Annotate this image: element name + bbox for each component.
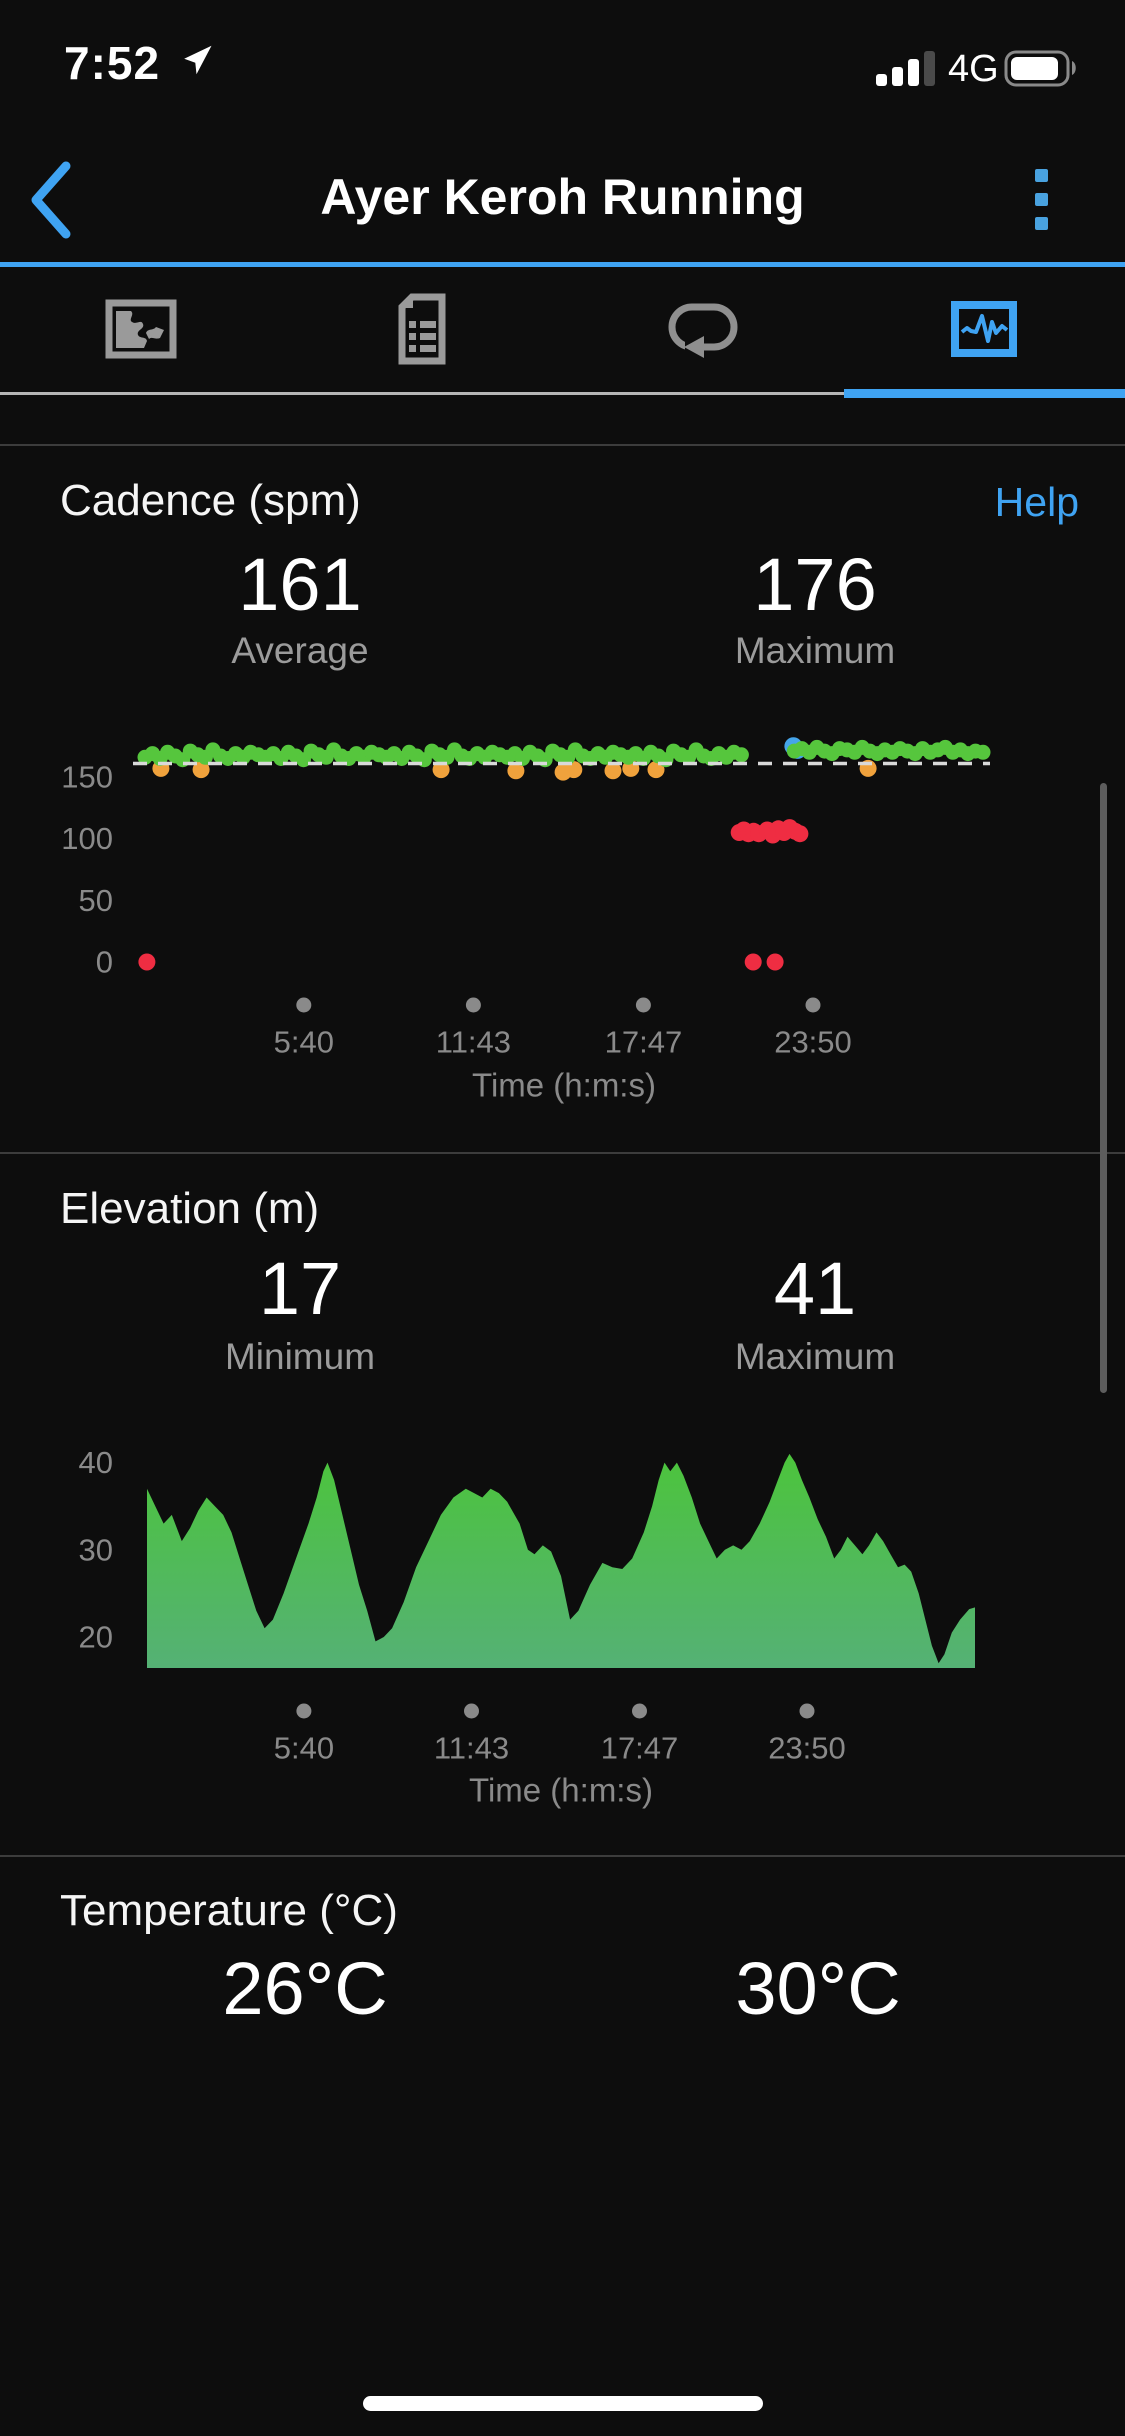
status-time: 7:52 bbox=[64, 37, 161, 89]
svg-text:23:50: 23:50 bbox=[768, 1731, 846, 1766]
svg-text:150: 150 bbox=[61, 760, 113, 795]
signal-icon bbox=[876, 51, 935, 86]
tab-map[interactable] bbox=[0, 267, 281, 391]
overflow-menu-button[interactable] bbox=[1020, 158, 1070, 242]
svg-text:5:40: 5:40 bbox=[274, 1731, 334, 1766]
elevation-chart[interactable]: 40 30 20 5:40 11:43 17:47 23:50 Time (h:m:s) bbox=[0, 1420, 1125, 1820]
cadence-section-title: Cadence (spm) bbox=[60, 476, 361, 525]
menu-dot-icon bbox=[1035, 217, 1048, 230]
menu-dot-icon bbox=[1035, 169, 1048, 182]
stat-value: 26°C bbox=[222, 1947, 388, 2030]
document-icon bbox=[398, 293, 446, 365]
selected-tab-indicator bbox=[844, 389, 1125, 398]
svg-text:30: 30 bbox=[79, 1532, 113, 1567]
tab-laps[interactable] bbox=[563, 267, 844, 391]
tabbar-top-accent-line bbox=[0, 262, 1125, 267]
elevation-maximum-stat: 41 bbox=[600, 1252, 1030, 1326]
stat-value: 41 bbox=[773, 1247, 857, 1330]
location-arrow-icon bbox=[184, 45, 212, 75]
elevation-section-title: Elevation (m) bbox=[60, 1184, 320, 1233]
svg-text:20: 20 bbox=[79, 1620, 113, 1655]
svg-text:Time (h:m:s): Time (h:m:s) bbox=[472, 1067, 656, 1104]
tab-charts[interactable] bbox=[844, 267, 1125, 391]
stat-value: 176 bbox=[753, 543, 877, 626]
scroll-indicator bbox=[1100, 783, 1107, 1393]
battery-icon bbox=[1004, 50, 1076, 87]
tabbar-divider bbox=[0, 392, 1125, 395]
page-title: Ayer Keroh Running bbox=[320, 169, 805, 225]
loop-icon bbox=[668, 303, 738, 358]
svg-text:50: 50 bbox=[79, 883, 113, 918]
stat-label: Average bbox=[231, 630, 369, 671]
svg-text:17:47: 17:47 bbox=[601, 1731, 679, 1766]
stat-value: 161 bbox=[238, 543, 362, 626]
svg-text:Time (h:m:s): Time (h:m:s) bbox=[469, 1772, 653, 1809]
help-link[interactable]: Help bbox=[994, 479, 1079, 525]
stat-label: Maximum bbox=[734, 630, 896, 671]
stat-value: 30°C bbox=[735, 1947, 901, 2030]
stat-label: Maximum bbox=[734, 1336, 896, 1377]
cadence-average-stat: 161 bbox=[85, 548, 515, 622]
temperature-max-stat: 30°C bbox=[603, 1952, 1033, 2026]
tab-details[interactable] bbox=[281, 267, 562, 391]
back-button[interactable] bbox=[24, 158, 84, 242]
elevation-minimum-stat: 17 bbox=[85, 1252, 515, 1326]
stat-value: 17 bbox=[258, 1247, 342, 1330]
section-divider bbox=[0, 444, 1125, 446]
menu-dot-icon bbox=[1035, 193, 1048, 206]
tab-bar bbox=[0, 267, 1125, 391]
section-divider bbox=[0, 1855, 1125, 1857]
section-divider bbox=[0, 1152, 1125, 1154]
cadence-maximum-stat: 176 bbox=[600, 548, 1030, 622]
home-indicator[interactable] bbox=[363, 2396, 763, 2411]
svg-text:17:47: 17:47 bbox=[605, 1025, 683, 1060]
temperature-section-title: Temperature (°C) bbox=[60, 1886, 398, 1935]
cadence-chart[interactable]: 150 100 50 0 5:40 11:43 17:47 23:50 Time (h:m:s) bbox=[0, 700, 1125, 1120]
svg-text:11:43: 11:43 bbox=[434, 1731, 509, 1766]
svg-text:11:43: 11:43 bbox=[436, 1025, 511, 1060]
svg-text:0: 0 bbox=[96, 945, 113, 980]
stat-label: Minimum bbox=[224, 1336, 376, 1377]
chart-icon bbox=[951, 301, 1018, 357]
svg-text:40: 40 bbox=[79, 1445, 113, 1480]
map-icon bbox=[105, 299, 177, 359]
temperature-min-stat: 26°C bbox=[90, 1952, 520, 2026]
svg-text:100: 100 bbox=[61, 821, 113, 856]
svg-text:5:40: 5:40 bbox=[274, 1025, 334, 1060]
network-type-label: 4G bbox=[948, 48, 999, 90]
svg-text:23:50: 23:50 bbox=[774, 1025, 852, 1060]
